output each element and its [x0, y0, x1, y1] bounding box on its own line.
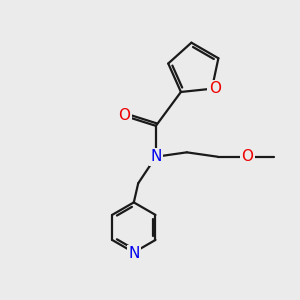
- Text: O: O: [209, 81, 221, 96]
- Text: N: N: [150, 149, 162, 164]
- Text: N: N: [128, 246, 140, 261]
- Text: O: O: [118, 108, 130, 123]
- Text: O: O: [241, 149, 253, 164]
